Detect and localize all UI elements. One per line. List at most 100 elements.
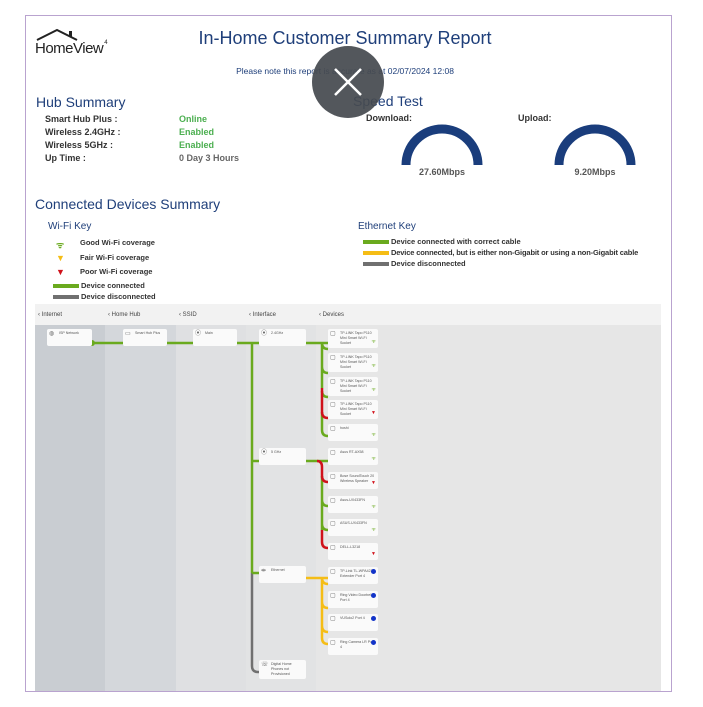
wifi-key-connected: Device connected <box>53 281 145 290</box>
gray-swatch <box>363 262 389 267</box>
wifi-poor-icon: ▼ <box>371 410 376 416</box>
device-icon: ▢ <box>330 379 336 385</box>
column-ssid[interactable]: ‹ SSID <box>179 312 197 318</box>
wifi-good-icon: ᯤ <box>371 432 376 438</box>
hub-row-value: 0 Day 3 Hours <box>179 153 240 163</box>
device-icon: ▢ <box>330 450 336 456</box>
wifi-key-fair: ▼ Fair Wi-Fi coverage <box>56 253 150 263</box>
device-card[interactable]: ▢ Ring Video Doorbell Port 4 <box>328 591 378 608</box>
ethernet-port-badge <box>371 616 376 621</box>
eth-key-correct: Device connected with correct cable <box>363 237 521 246</box>
column-internet[interactable]: ‹ Internet <box>38 312 63 318</box>
wifi-key-good: ᯤ Good Wi-Fi coverage <box>56 238 155 250</box>
download-label: Download: <box>366 113 412 123</box>
ethernet-port-badge <box>371 640 376 645</box>
device-card[interactable]: ▢ TP-Link TL-WPA4220 Extender Port 4 <box>328 567 378 584</box>
ssid-main-card[interactable]: ⦿ Main <box>193 329 237 346</box>
hub-row-value: Enabled <box>179 127 215 137</box>
wifi-poor-icon: ▼ <box>371 551 376 557</box>
wifi-good-icon: ᯤ <box>371 456 376 462</box>
wifi-good-icon: ᯤ <box>371 527 376 533</box>
smart-hub-card[interactable]: ▭ Smart Hub Plus <box>123 329 167 346</box>
device-card[interactable]: ▢ Ring Camera LR Port 4 <box>328 638 378 655</box>
disconnected-line-swatch <box>53 295 79 300</box>
device-card[interactable]: ▢ hoshi ᯤ <box>328 424 378 441</box>
wifi-good-icon: ᯤ <box>371 363 376 369</box>
device-icon: ▢ <box>330 474 336 480</box>
device-card[interactable]: ▢ DELL-L3218 ▼ <box>328 543 378 560</box>
hub-row-label: Wireless 2.4GHz : <box>45 127 121 137</box>
hub-row-value: Enabled <box>179 140 215 150</box>
download-value: 27.60Mbps <box>418 167 466 177</box>
green-swatch <box>363 240 389 245</box>
device-icon: ▢ <box>330 331 336 337</box>
hub-row-value: Online <box>179 114 208 124</box>
wifi-fair-icon: ▼ <box>56 253 65 263</box>
close-button[interactable] <box>312 46 384 118</box>
logo-text: HomeView4 <box>35 40 108 57</box>
isp-network-card[interactable]: ◍ ISP Network <box>47 329 92 346</box>
phone-icon: ☏ <box>261 662 269 668</box>
page-title: In-Home Customer Summary Report <box>198 28 492 48</box>
interface-5ghz-card[interactable]: ⦿ 5 GHz <box>259 448 306 465</box>
eth-key-disconnected: Device disconnected <box>363 259 466 268</box>
antenna-icon: ⦿ <box>195 331 202 337</box>
report-frame <box>25 15 672 692</box>
wifi-key-poor: ▼ Poor Wi-Fi coverage <box>56 267 153 277</box>
wifi-poor-icon: ▼ <box>56 267 65 277</box>
device-icon: ▢ <box>330 402 336 408</box>
device-card[interactable]: ▢ ASUS-UX433FN ᯤ <box>328 519 378 536</box>
device-card[interactable]: ▢ TP-LINK Tapo P110 Mini Smart Wi-Fi Sock… <box>328 377 378 396</box>
connected-line-swatch <box>53 284 79 289</box>
connected-devices-heading: Connected Devices Summary <box>35 196 221 212</box>
device-icon: ▢ <box>330 616 336 622</box>
wifi-good-icon: ᯤ <box>56 240 65 250</box>
ethernet-port-badge <box>371 569 376 574</box>
wifi-key-disconnected: Device disconnected <box>53 292 156 301</box>
interface-24ghz-card[interactable]: ⦿ 2.4GHz <box>259 329 306 346</box>
hub-row-label: Wireless 5GHz : <box>45 140 113 150</box>
upload-label: Upload: <box>518 113 552 123</box>
wifi-key-heading: Wi-Fi Key <box>48 221 92 232</box>
device-icon: ▢ <box>330 426 336 432</box>
wifi-good-icon: ᯤ <box>371 339 376 345</box>
wifi-good-icon: ᯤ <box>371 504 376 510</box>
device-icon: ▢ <box>330 593 336 599</box>
hub-row-label: Up Time : <box>45 153 86 163</box>
column-devices[interactable]: ‹ Devices <box>319 312 345 318</box>
antenna-icon: ⦿ <box>261 331 268 337</box>
antenna-icon: ⦿ <box>261 450 268 456</box>
interface-digital-home-card[interactable]: ☏ Digital Home Phones not Provisioned <box>259 660 306 679</box>
ethernet-port-badge <box>371 593 376 598</box>
hub-row-label: Smart Hub Plus : <box>45 114 118 124</box>
device-card[interactable]: ▢ TP-LINK Tapo P110 Mini Smart Wi-Fi Sock… <box>328 400 378 419</box>
interface-ethernet-card[interactable]: ⇹ Ethernet <box>259 566 306 583</box>
close-icon <box>334 68 362 96</box>
router-icon: ▭ <box>125 331 131 337</box>
ethernet-icon: ⇹ <box>261 568 267 574</box>
device-card[interactable]: ▢ Asus RT-AX58 ᯤ <box>328 448 378 465</box>
device-card[interactable]: ▢ Bose SoundTouch 20 Wireless Speaker ▼ <box>328 472 378 489</box>
device-icon: ▢ <box>330 569 336 575</box>
device-card[interactable]: ▢ TP-LINK Tapo P110 Mini Smart Wi-Fi Sock… <box>328 329 378 348</box>
column-interface[interactable]: ‹ Interface <box>249 312 277 318</box>
download-gauge <box>401 124 483 166</box>
network-diagram: ‹ Internet ‹ Home Hub ‹ SSID ‹ Interface… <box>35 304 661 691</box>
device-icon: ▢ <box>330 498 336 504</box>
device-icon: ▢ <box>330 545 336 551</box>
ethernet-key-heading: Ethernet Key <box>358 221 416 232</box>
device-icon: ▢ <box>330 355 336 361</box>
globe-icon: ◍ <box>49 331 55 337</box>
device-icon: ▢ <box>330 640 336 646</box>
wifi-poor-icon: ▼ <box>371 480 376 486</box>
eth-key-non-gigabit: Device connected, but is either non-Giga… <box>363 248 638 257</box>
device-card[interactable]: ▢ Asus-UX433FN ᯤ <box>328 496 378 513</box>
device-icon: ▢ <box>330 521 336 527</box>
column-home-hub[interactable]: ‹ Home Hub <box>108 312 141 318</box>
upload-gauge <box>554 124 636 166</box>
hub-summary-heading: Hub Summary <box>36 94 126 110</box>
device-card[interactable]: ▢ TP-LINK Tapo P110 Mini Smart Wi-Fi Sock… <box>328 353 378 372</box>
yellow-swatch <box>363 251 389 256</box>
wifi-good-icon: ᯤ <box>371 387 376 393</box>
device-card[interactable]: ▢ VUSolo2 Port 4 <box>328 614 378 631</box>
